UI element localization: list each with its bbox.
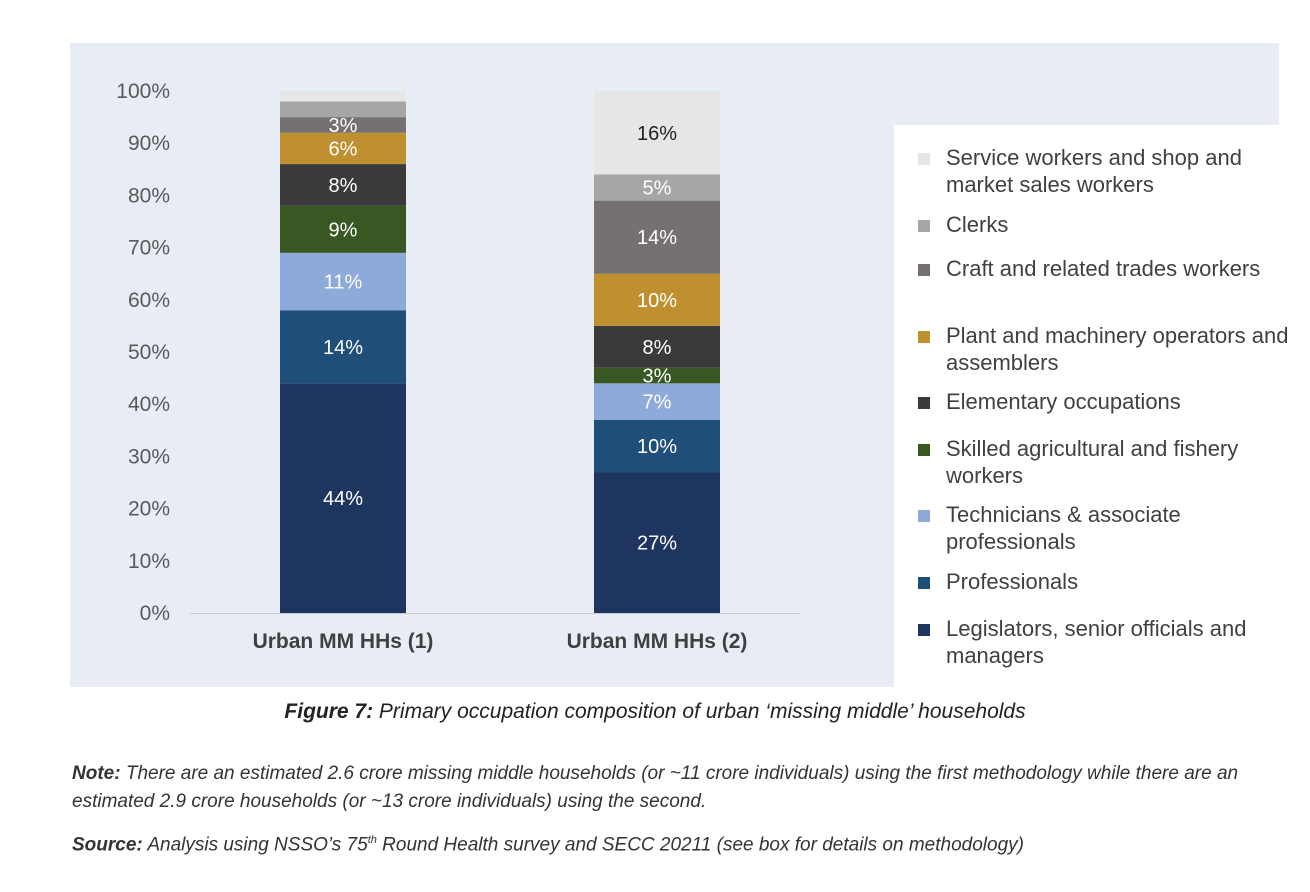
x-category-label: Urban MM HHs (1): [253, 630, 434, 653]
y-tick-label: 60%: [128, 289, 170, 312]
bar-segment: [280, 252, 406, 311]
source-sup: th: [367, 834, 377, 846]
source-text-before: Analysis using NSSO’s 75: [142, 834, 368, 856]
bar-segment: [280, 164, 406, 206]
y-tick-label: 100%: [116, 80, 170, 103]
chart-panel: 0% 10% 20% 30% 40% 50% 60% 70% 80% 90% 100% 44% 14% 1…: [70, 43, 1310, 690]
bar-segment: [594, 367, 720, 384]
y-tick-label: 30%: [128, 445, 170, 468]
legend-swatch: [918, 397, 930, 409]
note: Note: There are an estimated 2.6 crore m…: [72, 760, 1292, 816]
bar-segment: [594, 419, 720, 473]
legend-swatch: [918, 624, 930, 636]
caption-text: Primary occupation composition of urban …: [373, 700, 1026, 723]
data-label: 6%: [329, 138, 358, 160]
data-label: 44%: [323, 488, 363, 510]
bar-segment: [280, 310, 406, 384]
bar-segment: [594, 273, 720, 326]
legend: Service workers and shop and market sale…: [894, 125, 1310, 690]
source-label: Source:: [72, 834, 143, 856]
legend-swatch: [918, 220, 930, 232]
bar-segment: [280, 383, 406, 613]
y-tick-label: 20%: [128, 498, 170, 521]
bar-segment: [280, 205, 406, 253]
legend-label: Technicians & associate professionals: [946, 502, 1181, 554]
data-label: 8%: [643, 337, 672, 359]
bar-segment: [280, 132, 406, 165]
bar-segment: [594, 472, 720, 613]
bar-segment: [594, 325, 720, 368]
legend-label: Clerks: [946, 212, 1009, 237]
y-tick-label: 0%: [140, 602, 170, 625]
y-tick-label: 70%: [128, 237, 170, 260]
source-text-after: Round Health survey and SECC 20211 (see …: [376, 834, 1024, 856]
data-label: 10%: [637, 436, 677, 458]
data-label: 7%: [643, 392, 672, 414]
y-tick-label: 80%: [128, 184, 170, 207]
y-tick-label: 50%: [128, 341, 170, 364]
source: Source: Analysis using NSSO’s 75th Round…: [72, 826, 1292, 859]
note-label: Note:: [72, 763, 121, 784]
figure-caption: Figure 7: Primary occupation composition…: [0, 700, 1310, 724]
legend-label: Legislators, senior officials and manage…: [946, 616, 1247, 668]
data-label: 5%: [643, 178, 672, 200]
bar-segment: [280, 91, 406, 102]
data-label: 27%: [637, 533, 677, 555]
legend-label: Service workers and shop and market sale…: [946, 145, 1242, 197]
legend-swatch: [918, 444, 930, 456]
legend-label: Elementary occupations: [946, 389, 1181, 414]
data-label: 10%: [637, 290, 677, 312]
data-label: 8%: [329, 175, 358, 197]
data-label: 14%: [323, 337, 363, 359]
data-label: 14%: [637, 227, 677, 249]
note-text: There are an estimated 2.6 crore missing…: [72, 763, 1239, 812]
legend-label: Skilled agricultural and fishery workers: [946, 436, 1239, 488]
legend-label: Plant and machinery operators and assemb…: [946, 323, 1289, 375]
data-label: 11%: [324, 272, 363, 294]
data-label: 3%: [643, 365, 672, 387]
data-label: 16%: [637, 123, 677, 145]
bar-segment: [594, 91, 720, 175]
legend-swatch: [918, 510, 930, 522]
legend-label: Craft and related trades workers: [946, 256, 1261, 281]
legend-label: Professionals: [946, 569, 1079, 594]
stacked-bar-chart: 0% 10% 20% 30% 40% 50% 60% 70% 80% 90% 100% 44% 14% 1…: [116, 80, 800, 653]
data-label: 3%: [329, 115, 358, 137]
caption-label: Figure 7:: [284, 700, 374, 723]
legend-swatch: [918, 153, 930, 165]
bar-segment: [280, 117, 406, 133]
legend-swatch: [918, 264, 930, 276]
x-category-label: Urban MM HHs (2): [567, 630, 748, 653]
y-tick-label: 10%: [128, 550, 170, 573]
bar-segment: [594, 200, 720, 274]
bar-segment: [280, 101, 406, 118]
data-label: 9%: [329, 219, 358, 241]
legend-swatch: [918, 331, 930, 343]
y-tick-label: 90%: [128, 132, 170, 155]
bar-segment: [594, 383, 720, 420]
y-tick-label: 40%: [128, 393, 170, 416]
bar-segment: [594, 174, 720, 201]
legend-swatch: [918, 577, 930, 589]
